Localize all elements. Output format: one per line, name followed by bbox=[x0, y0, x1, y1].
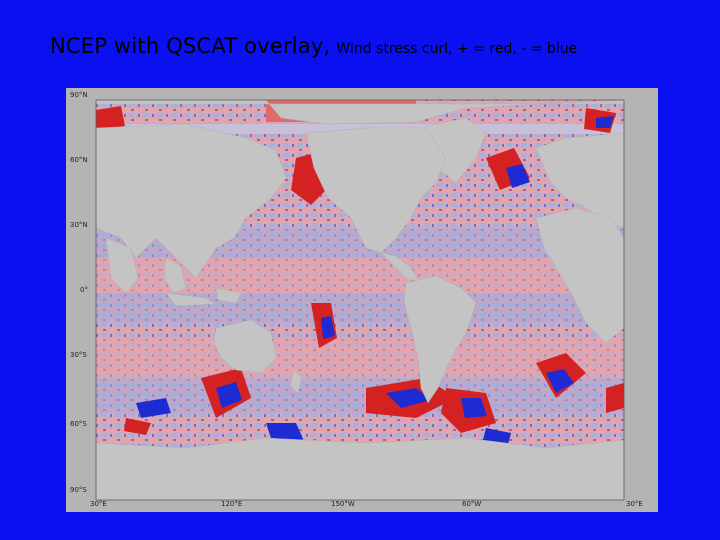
axis-ticks bbox=[95, 99, 625, 501]
south-america bbox=[403, 275, 477, 404]
australia bbox=[213, 319, 277, 374]
lat-label-60s: 60°S bbox=[70, 420, 87, 428]
arctic-land bbox=[95, 99, 625, 125]
north-america bbox=[305, 127, 447, 254]
africa bbox=[535, 207, 625, 344]
lon-label-150w: 150°W bbox=[331, 500, 355, 508]
curl-bands bbox=[96, 228, 624, 413]
lat-label-90n: 90°N bbox=[70, 91, 88, 99]
lat-label-30s: 30°S bbox=[70, 351, 87, 359]
southeast-asia bbox=[163, 257, 187, 294]
lon-label-60w: 60°W bbox=[462, 500, 482, 508]
lon-label-120e: 120°E bbox=[221, 500, 243, 508]
wind-stress-curl-map: 90°N 60°N 30°N 0° 30°S 60°S 90°S 30°E 12… bbox=[66, 88, 658, 512]
lat-label-30n: 30°N bbox=[70, 221, 88, 229]
lon-label-30e: 30°E bbox=[90, 500, 107, 508]
lon-label-30e-right: 30°E bbox=[626, 500, 643, 508]
map-canvas bbox=[95, 99, 625, 501]
slide-title: NCEP with QSCAT overlay, Wind stress curl… bbox=[50, 34, 577, 58]
title-subtitle: Wind stress curl, + = red, - = blue bbox=[336, 41, 578, 57]
title-main: NCEP with QSCAT overlay, bbox=[50, 34, 331, 58]
lat-label-60n: 60°N bbox=[70, 156, 88, 164]
india bbox=[105, 237, 139, 294]
land-masses bbox=[95, 99, 625, 501]
lat-label-90s: 90°S bbox=[70, 486, 87, 494]
lat-label-0: 0° bbox=[80, 286, 88, 294]
